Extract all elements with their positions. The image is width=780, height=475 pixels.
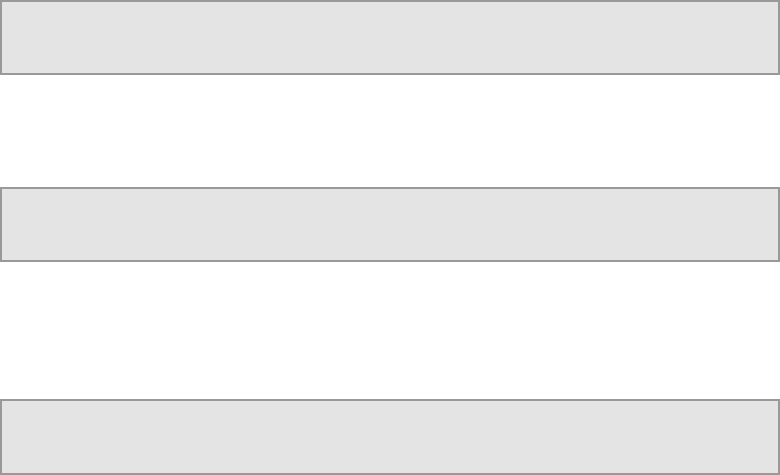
empty-bar-top — [0, 0, 780, 75]
empty-bar-middle — [0, 187, 780, 262]
empty-bar-bottom — [0, 399, 780, 475]
